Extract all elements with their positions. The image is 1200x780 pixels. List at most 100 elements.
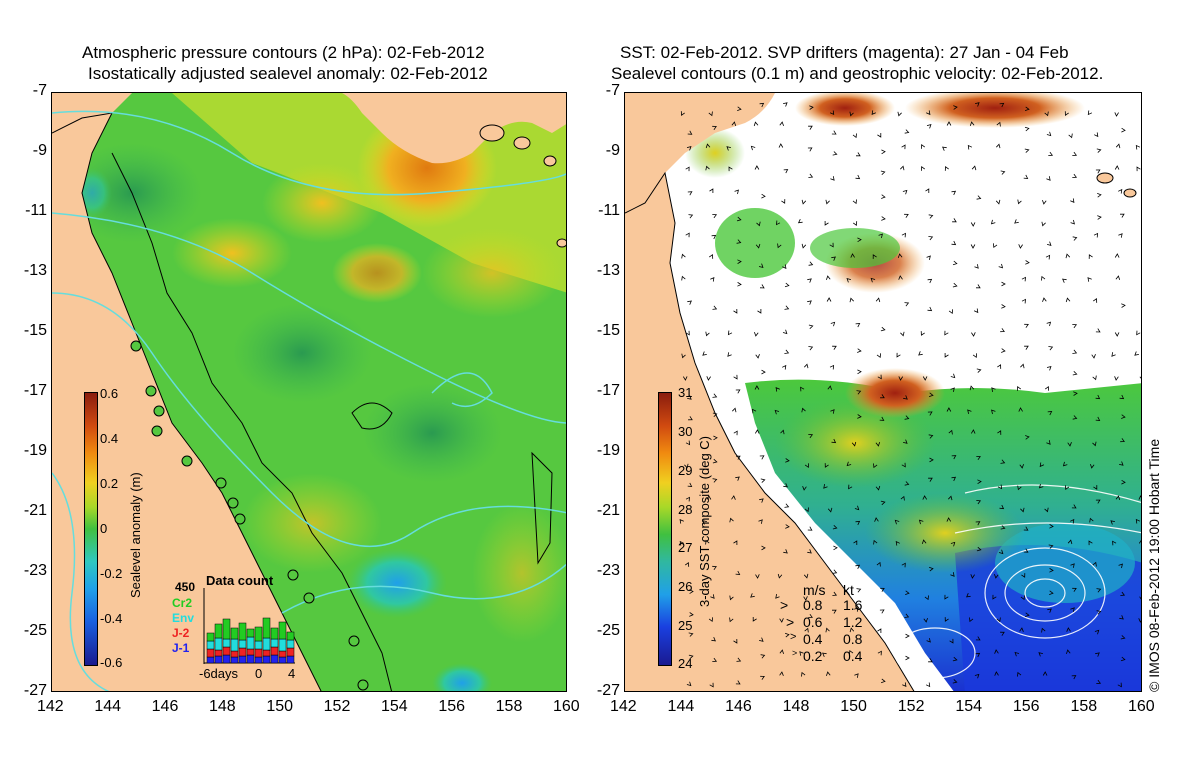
velocity-arrow <box>1048 346 1054 351</box>
data-count-bar-segment <box>270 627 279 640</box>
velocity-arrow <box>942 146 947 151</box>
velocity-arrow <box>684 562 690 567</box>
velocity-arrow <box>829 242 834 248</box>
velocity-arrow <box>849 297 854 303</box>
velocity-arrow <box>1136 166 1141 172</box>
data-count-bar-segment <box>230 650 239 658</box>
velocity-arrow <box>784 305 790 310</box>
velocity-arrow <box>779 649 784 655</box>
velocity-arrow <box>687 191 693 196</box>
velocity-arrow <box>1000 170 1006 175</box>
velocity-arrow <box>971 165 977 171</box>
left-lon-label: 148 <box>209 698 236 715</box>
velocity-arrow <box>1118 233 1123 238</box>
velocity-arrow <box>1072 173 1078 178</box>
velocity-arrow <box>1070 563 1075 568</box>
velocity-arrow <box>783 102 788 107</box>
right-lat-label: -21 <box>596 502 620 519</box>
velocity-arrow <box>900 165 905 171</box>
velocity-arrow <box>1042 199 1047 205</box>
velocity-arrow <box>1020 595 1025 601</box>
velocity-arrow <box>1039 462 1045 468</box>
velocity-arrow <box>991 409 996 415</box>
velocity-arrow <box>826 297 832 302</box>
velocity-arrow <box>808 173 814 178</box>
velocity-arrow <box>949 638 954 644</box>
velocity-arrow <box>975 652 981 658</box>
left-title-line2: Isostatically adjusted sealevel anomaly:… <box>88 64 488 83</box>
velocity-arrow <box>729 617 734 623</box>
velocity-arrow <box>778 143 784 148</box>
velocity-arrow <box>685 496 690 502</box>
velocity-arrow <box>1046 366 1052 371</box>
left-cbar-tick-0: 0.6 <box>100 386 119 401</box>
right-lon-label: 146 <box>725 698 752 715</box>
velocity-arrow <box>783 483 788 488</box>
velocity-arrow <box>1095 652 1100 657</box>
data-count-bar-segment <box>286 655 295 664</box>
data-count-bar-segment <box>222 638 231 648</box>
right-lat-label: -9 <box>605 142 620 159</box>
right-lat-label: -23 <box>596 562 620 579</box>
velocity-arrow <box>1020 507 1025 513</box>
velocity-arrow <box>1041 221 1046 227</box>
velocity-arrow <box>761 369 766 375</box>
velocity-arrow <box>733 374 738 380</box>
velocity-arrow <box>782 264 787 269</box>
velocity-arrow <box>760 478 766 483</box>
velocity-arrow <box>712 657 718 662</box>
velocity-arrow <box>970 222 976 227</box>
left-lat-label: -7 <box>32 82 47 99</box>
velocity-arrow <box>1066 627 1071 632</box>
velocity-arrow <box>832 525 838 530</box>
velocity-arrow <box>952 656 958 662</box>
velocity-arrow <box>702 351 707 356</box>
velocity-arrow <box>1047 411 1053 416</box>
data-count-bar-segment <box>262 655 271 664</box>
vel-arrow-0: > <box>780 597 789 613</box>
velocity-arrow <box>879 609 885 614</box>
left-lat-label: -21 <box>23 502 47 519</box>
velocity-arrow <box>1021 573 1026 578</box>
velocity-arrow <box>1042 671 1048 676</box>
left-lon-label: 152 <box>323 698 351 715</box>
velocity-arrow <box>726 146 731 151</box>
velocity-arrow <box>950 541 956 547</box>
velocity-arrow <box>846 461 852 467</box>
velocity-arrow <box>826 275 831 281</box>
velocity-arrow <box>926 255 931 260</box>
velocity-arrow <box>897 111 902 117</box>
data-count-bar-segment <box>278 650 287 658</box>
velocity-arrow <box>901 144 906 150</box>
left-cbar-tick-5: -0.4 <box>100 611 123 626</box>
velocity-arrow <box>1070 607 1075 612</box>
velocity-arrow <box>950 572 955 577</box>
velocity-arrow <box>1038 652 1043 657</box>
velocity-arrow <box>824 463 829 468</box>
velocity-arrow <box>1046 176 1051 181</box>
velocity-arrow <box>1072 371 1078 376</box>
velocity-arrow <box>729 517 734 523</box>
velocity-arrow <box>877 628 882 633</box>
velocity-arrow <box>1119 615 1124 620</box>
velocity-arrow <box>682 376 688 381</box>
velocity-arrow <box>832 345 837 350</box>
velocity-arrow <box>807 278 812 283</box>
data-count-bar-segment <box>246 636 255 650</box>
velocity-arrow <box>687 395 692 400</box>
velocity-arrow <box>755 354 760 359</box>
velocity-arrow <box>1096 610 1102 615</box>
velocity-arrow <box>1139 376 1141 379</box>
velocity-arrow <box>705 331 710 337</box>
velocity-arrow <box>1096 148 1102 153</box>
data-count-series-j2: J-2 <box>172 626 190 640</box>
velocity-arrow <box>1067 442 1072 447</box>
left-map <box>51 92 567 692</box>
velocity-arrow <box>1023 526 1029 531</box>
velocity-arrow <box>822 652 827 657</box>
velocity-arrow <box>685 440 691 446</box>
velocity-arrow <box>705 165 710 171</box>
velocity-arrow <box>1048 544 1054 549</box>
velocity-arrow <box>925 682 931 688</box>
velocity-arrow <box>1096 588 1102 593</box>
